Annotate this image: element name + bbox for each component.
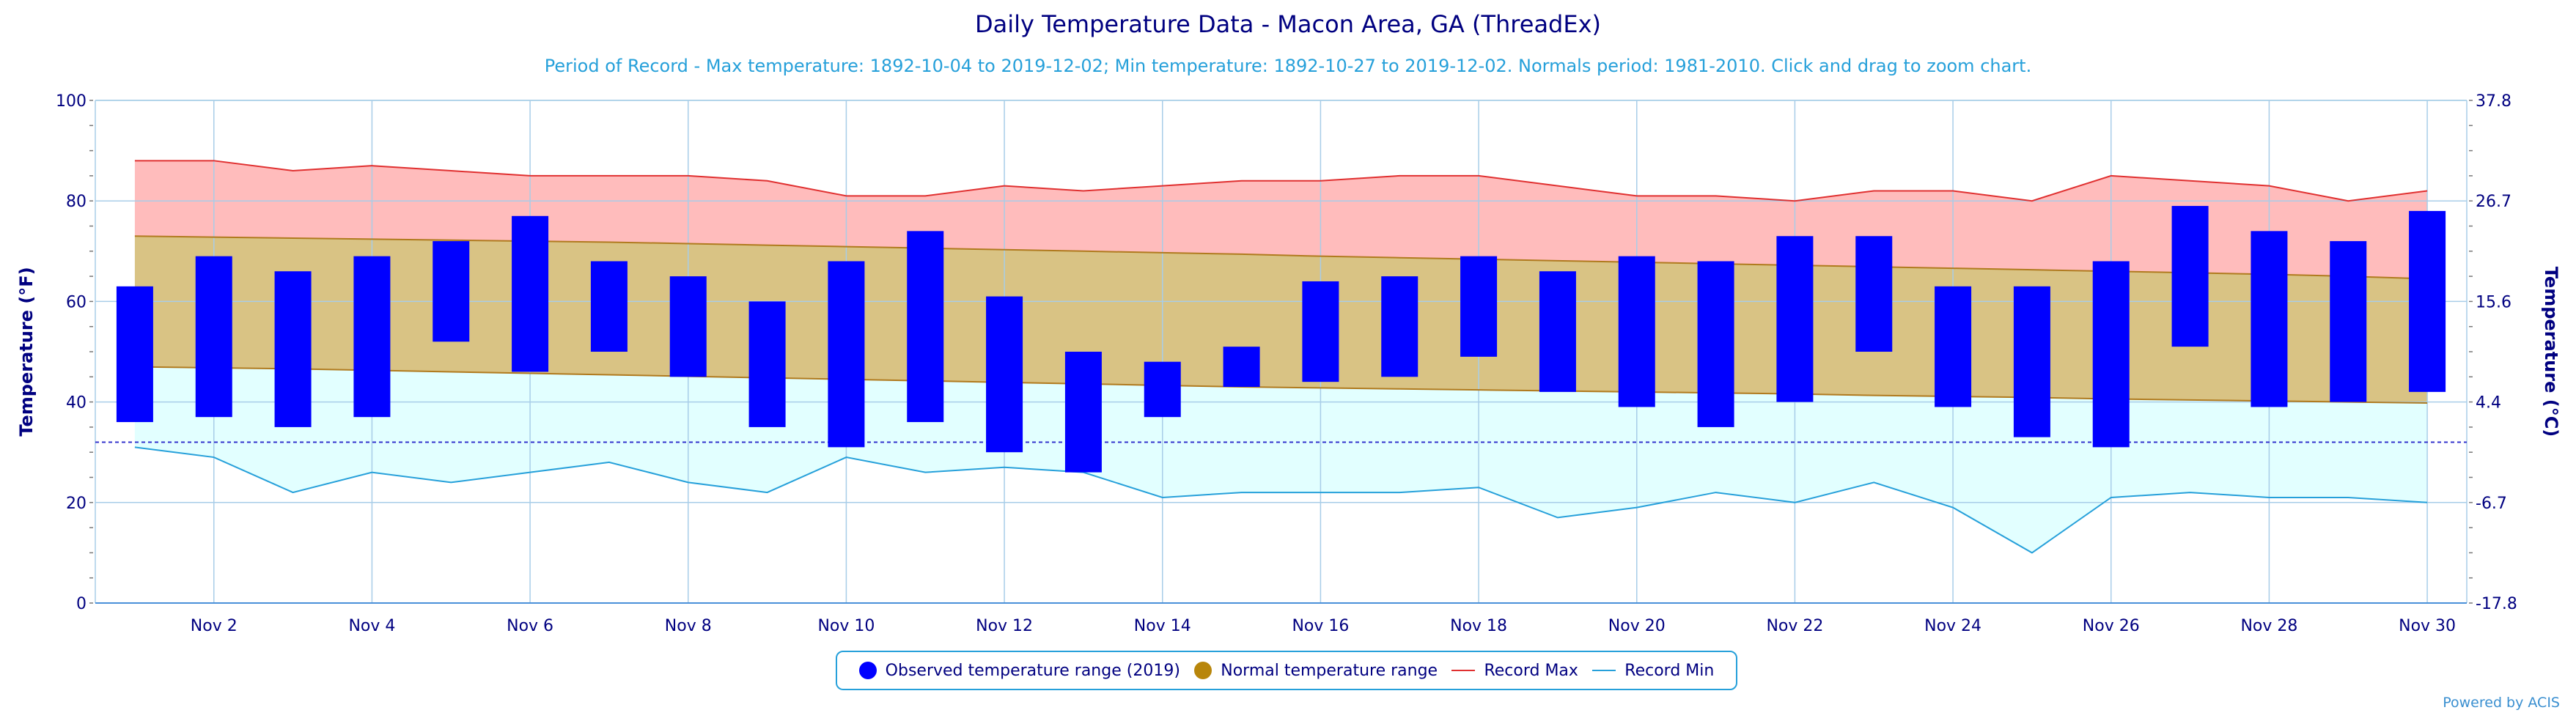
x-tick-label: Nov 2 xyxy=(191,617,238,635)
y-tick-label-right: -6.7 xyxy=(2476,495,2507,513)
observed-bar-nov-28[interactable] xyxy=(2251,231,2288,407)
x-tick-label: Nov 26 xyxy=(2083,617,2140,635)
legend-label-normal: Normal temperature range xyxy=(1221,661,1438,680)
legend-item-observed[interactable]: Observed temperature range (2019) xyxy=(858,661,1180,680)
y-tick-label-right: -17.8 xyxy=(2476,595,2517,613)
y-tick-label-left: 20 xyxy=(66,495,87,513)
y-tick-label-left: 40 xyxy=(66,394,87,413)
record-max-line-icon xyxy=(1451,670,1476,671)
x-tick-label: Nov 24 xyxy=(1924,617,1981,635)
observed-bar-nov-26[interactable] xyxy=(2092,261,2130,448)
observed-bar-nov-12[interactable] xyxy=(986,296,1023,453)
record-max-line xyxy=(134,160,2428,202)
x-tick-label: Nov 12 xyxy=(976,617,1033,635)
observed-bar-nov-4[interactable] xyxy=(353,256,391,418)
observed-bar-nov-13[interactable] xyxy=(1064,352,1102,473)
x-tick-label: Nov 20 xyxy=(1608,617,1666,635)
observed-bar-nov-6[interactable] xyxy=(512,215,549,372)
y-tick-label-left: 60 xyxy=(66,293,87,311)
y-tick-label-right: 15.6 xyxy=(2476,293,2511,311)
x-tick-label: Nov 16 xyxy=(1292,617,1349,635)
observed-bar-nov-14[interactable] xyxy=(1144,361,1181,418)
record-max-band xyxy=(134,160,2428,279)
observed-bar-nov-9[interactable] xyxy=(748,301,786,427)
record-min-line-icon xyxy=(1592,670,1616,671)
legend-label-record-max: Record Max xyxy=(1484,661,1578,680)
x-tick-label: Nov 30 xyxy=(2399,617,2456,635)
observed-bar-nov-3[interactable] xyxy=(274,271,312,427)
observed-bar-nov-5[interactable] xyxy=(433,241,470,342)
legend-item-record-min[interactable]: Record Min xyxy=(1592,662,1714,680)
y-tick-label-left: 100 xyxy=(56,92,87,111)
observed-bar-nov-30[interactable] xyxy=(2409,210,2446,392)
observed-bar-nov-22[interactable] xyxy=(1776,236,1814,402)
observed-bar-nov-25[interactable] xyxy=(2013,286,2050,437)
normal-range-band xyxy=(134,236,2428,403)
x-tick-label: Nov 4 xyxy=(348,617,395,635)
credit-link[interactable]: Powered by ACIS xyxy=(2443,695,2560,711)
observed-bar-nov-15[interactable] xyxy=(1223,347,1260,388)
chart-subtitle: Period of Record - Max temperature: 1892… xyxy=(544,56,2032,76)
x-tick-label: Nov 8 xyxy=(665,617,712,635)
x-tick-label: Nov 28 xyxy=(2240,617,2297,635)
y-axis-label-left: Temperature (°F) xyxy=(16,267,37,436)
observed-bar-nov-1[interactable] xyxy=(116,286,153,423)
x-tick-label: Nov 14 xyxy=(1134,617,1191,635)
normal-marker-icon xyxy=(1194,662,1212,679)
y-tick-label-left: 0 xyxy=(76,595,87,613)
x-tick-label: Nov 6 xyxy=(507,617,553,635)
observed-bar-nov-11[interactable] xyxy=(907,231,944,423)
observed-bar-nov-18[interactable] xyxy=(1460,256,1498,357)
observed-bar-nov-8[interactable] xyxy=(669,276,707,377)
observed-bar-nov-2[interactable] xyxy=(195,256,232,418)
legend-item-normal[interactable]: Normal temperature range xyxy=(1194,662,1438,680)
observed-marker-icon xyxy=(858,662,877,679)
y-tick-label-right: 4.4 xyxy=(2476,394,2501,413)
observed-bar-nov-20[interactable] xyxy=(1618,256,1655,407)
legend-item-record-max[interactable]: Record Max xyxy=(1451,662,1578,680)
observed-bar-nov-19[interactable] xyxy=(1539,271,1576,392)
chart-title: Daily Temperature Data - Macon Area, GA … xyxy=(974,10,1601,38)
observed-bar-nov-24[interactable] xyxy=(1935,286,1972,407)
x-tick-label: Nov 18 xyxy=(1450,617,1507,635)
observed-bar-nov-16[interactable] xyxy=(1302,281,1339,382)
legend-label-observed: Observed temperature range (2019) xyxy=(885,661,1180,680)
x-tick-label: Nov 22 xyxy=(1766,617,1823,635)
y-axis-label-right: Temperature (°C) xyxy=(2541,267,2561,437)
x-tick-label: Nov 10 xyxy=(817,617,875,635)
observed-bar-nov-17[interactable] xyxy=(1381,276,1418,377)
observed-bar-nov-29[interactable] xyxy=(2330,241,2367,402)
record-min-band xyxy=(134,366,2428,553)
observed-bar-nov-7[interactable] xyxy=(590,261,628,352)
legend: Observed temperature range (2019) Normal… xyxy=(836,651,1737,690)
y-tick-label-left: 80 xyxy=(66,193,87,211)
observed-bar-nov-10[interactable] xyxy=(828,261,865,448)
y-tick-label-right: 26.7 xyxy=(2476,193,2511,211)
y-tick-label-right: 37.8 xyxy=(2476,92,2511,111)
record-min-line xyxy=(134,446,2428,554)
observed-bar-nov-21[interactable] xyxy=(1697,261,1734,427)
observed-bar-nov-23[interactable] xyxy=(1855,236,1893,352)
legend-label-record-min: Record Min xyxy=(1624,661,1715,680)
observed-bar-nov-27[interactable] xyxy=(2171,206,2209,347)
